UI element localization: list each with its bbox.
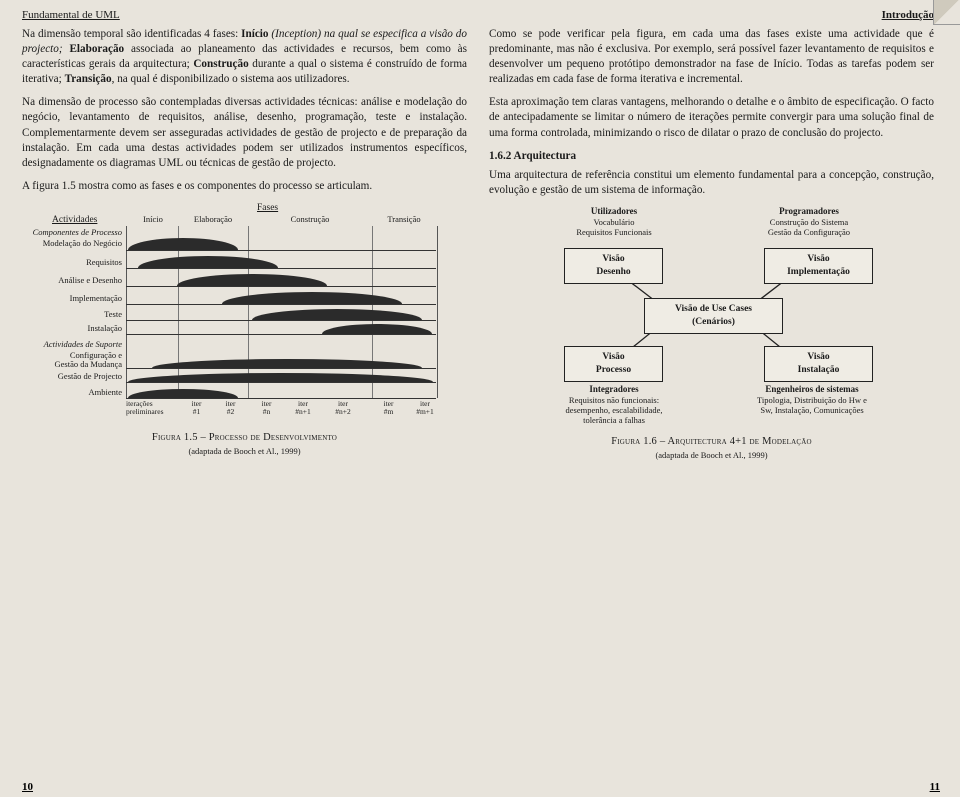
running-header-right: Introdução — [489, 8, 934, 23]
activity-label: Instalação — [12, 324, 122, 333]
phases-heading: Fases — [257, 202, 278, 215]
left-page: Fundamental de UML Na dimensão temporal … — [0, 0, 477, 467]
activity-label: Teste — [12, 310, 122, 319]
two-page-spread: Fundamental de UML Na dimensão temporal … — [0, 0, 960, 467]
iteration-label: iteraçõespreliminares — [126, 400, 164, 416]
page-number-right: 11 — [930, 781, 940, 793]
page-number-left: 10 — [22, 781, 33, 793]
iteration-label: iter #2 — [214, 400, 247, 416]
iteration-label: iter #n+2 — [324, 400, 362, 416]
running-header-left: Fundamental de UML — [22, 8, 467, 23]
figure-1-6: Utilizadores Vocabulário Requisitos Func… — [489, 206, 919, 431]
paragraph: A figura 1.5 mostra como as fases e os c… — [22, 179, 467, 194]
phase-header: Início — [130, 214, 176, 225]
paragraph: Uma arquitectura de referência constitui… — [489, 168, 934, 198]
figure-1-5: Fases Actividades Início Elaboração Cons… — [22, 202, 442, 427]
activity-label: Configuração e Gestão da Mudança — [12, 351, 122, 369]
figure-caption: Figura 1.5 – Processo de Desenvolvimento… — [22, 431, 467, 459]
iteration-label: iter #n — [250, 400, 283, 416]
right-page: Introdução Como se pode verificar pela f… — [477, 0, 952, 467]
phase-header: Construção — [250, 214, 370, 225]
role-label: Engenheiros de sistemas Tipologia, Distr… — [717, 384, 907, 415]
view-box-installation: Visão Instalação — [764, 346, 873, 382]
view-box-process: Visão Processo — [564, 346, 663, 382]
figure-caption: Figura 1.6 – Arquitectura 4+1 de Modelaç… — [489, 435, 934, 463]
paragraph: Esta aproximação tem claras vantagens, m… — [489, 95, 934, 140]
iteration-label: iter #1 — [180, 400, 213, 416]
activity-label: Actividades de Suporte — [12, 340, 122, 349]
activity-label: Implementação — [12, 294, 122, 303]
view-box-design: Visão Desenho — [564, 248, 663, 284]
paragraph: Na dimensão temporal são identificadas 4… — [22, 27, 467, 87]
role-label: Integradores Requisitos não funcionais: … — [529, 384, 699, 425]
activities-heading: Actividades — [52, 214, 97, 227]
iteration-label: iter #n+1 — [284, 400, 322, 416]
activity-label: Análise e Desenho — [12, 276, 122, 285]
activity-label: Gestão de Projecto — [12, 372, 122, 381]
activity-label: Componentes de Processo — [12, 228, 122, 237]
phase-header: Transição — [374, 214, 434, 225]
paragraph: Como se pode verificar pela figura, em c… — [489, 27, 934, 87]
phase-header: Elaboração — [180, 214, 246, 225]
section-heading: 1.6.2 Arquitectura — [489, 149, 934, 164]
activity-label: Modelação do Negócio — [12, 239, 122, 248]
paragraph: Na dimensão de processo são contempladas… — [22, 95, 467, 171]
activity-label: Ambiente — [12, 388, 122, 397]
role-label: Utilizadores Vocabulário Requisitos Func… — [539, 206, 689, 237]
activity-label: Requisitos — [12, 258, 122, 267]
iteration-label: iter #m+1 — [406, 400, 444, 416]
view-box-usecases: Visão de Use Cases (Cenários) — [644, 298, 783, 334]
page-curl — [933, 0, 960, 25]
view-box-implementation: Visão Implementação — [764, 248, 873, 284]
role-label: Programadores Construção do Sistema Gest… — [729, 206, 889, 237]
iteration-label: iter #m — [372, 400, 405, 416]
